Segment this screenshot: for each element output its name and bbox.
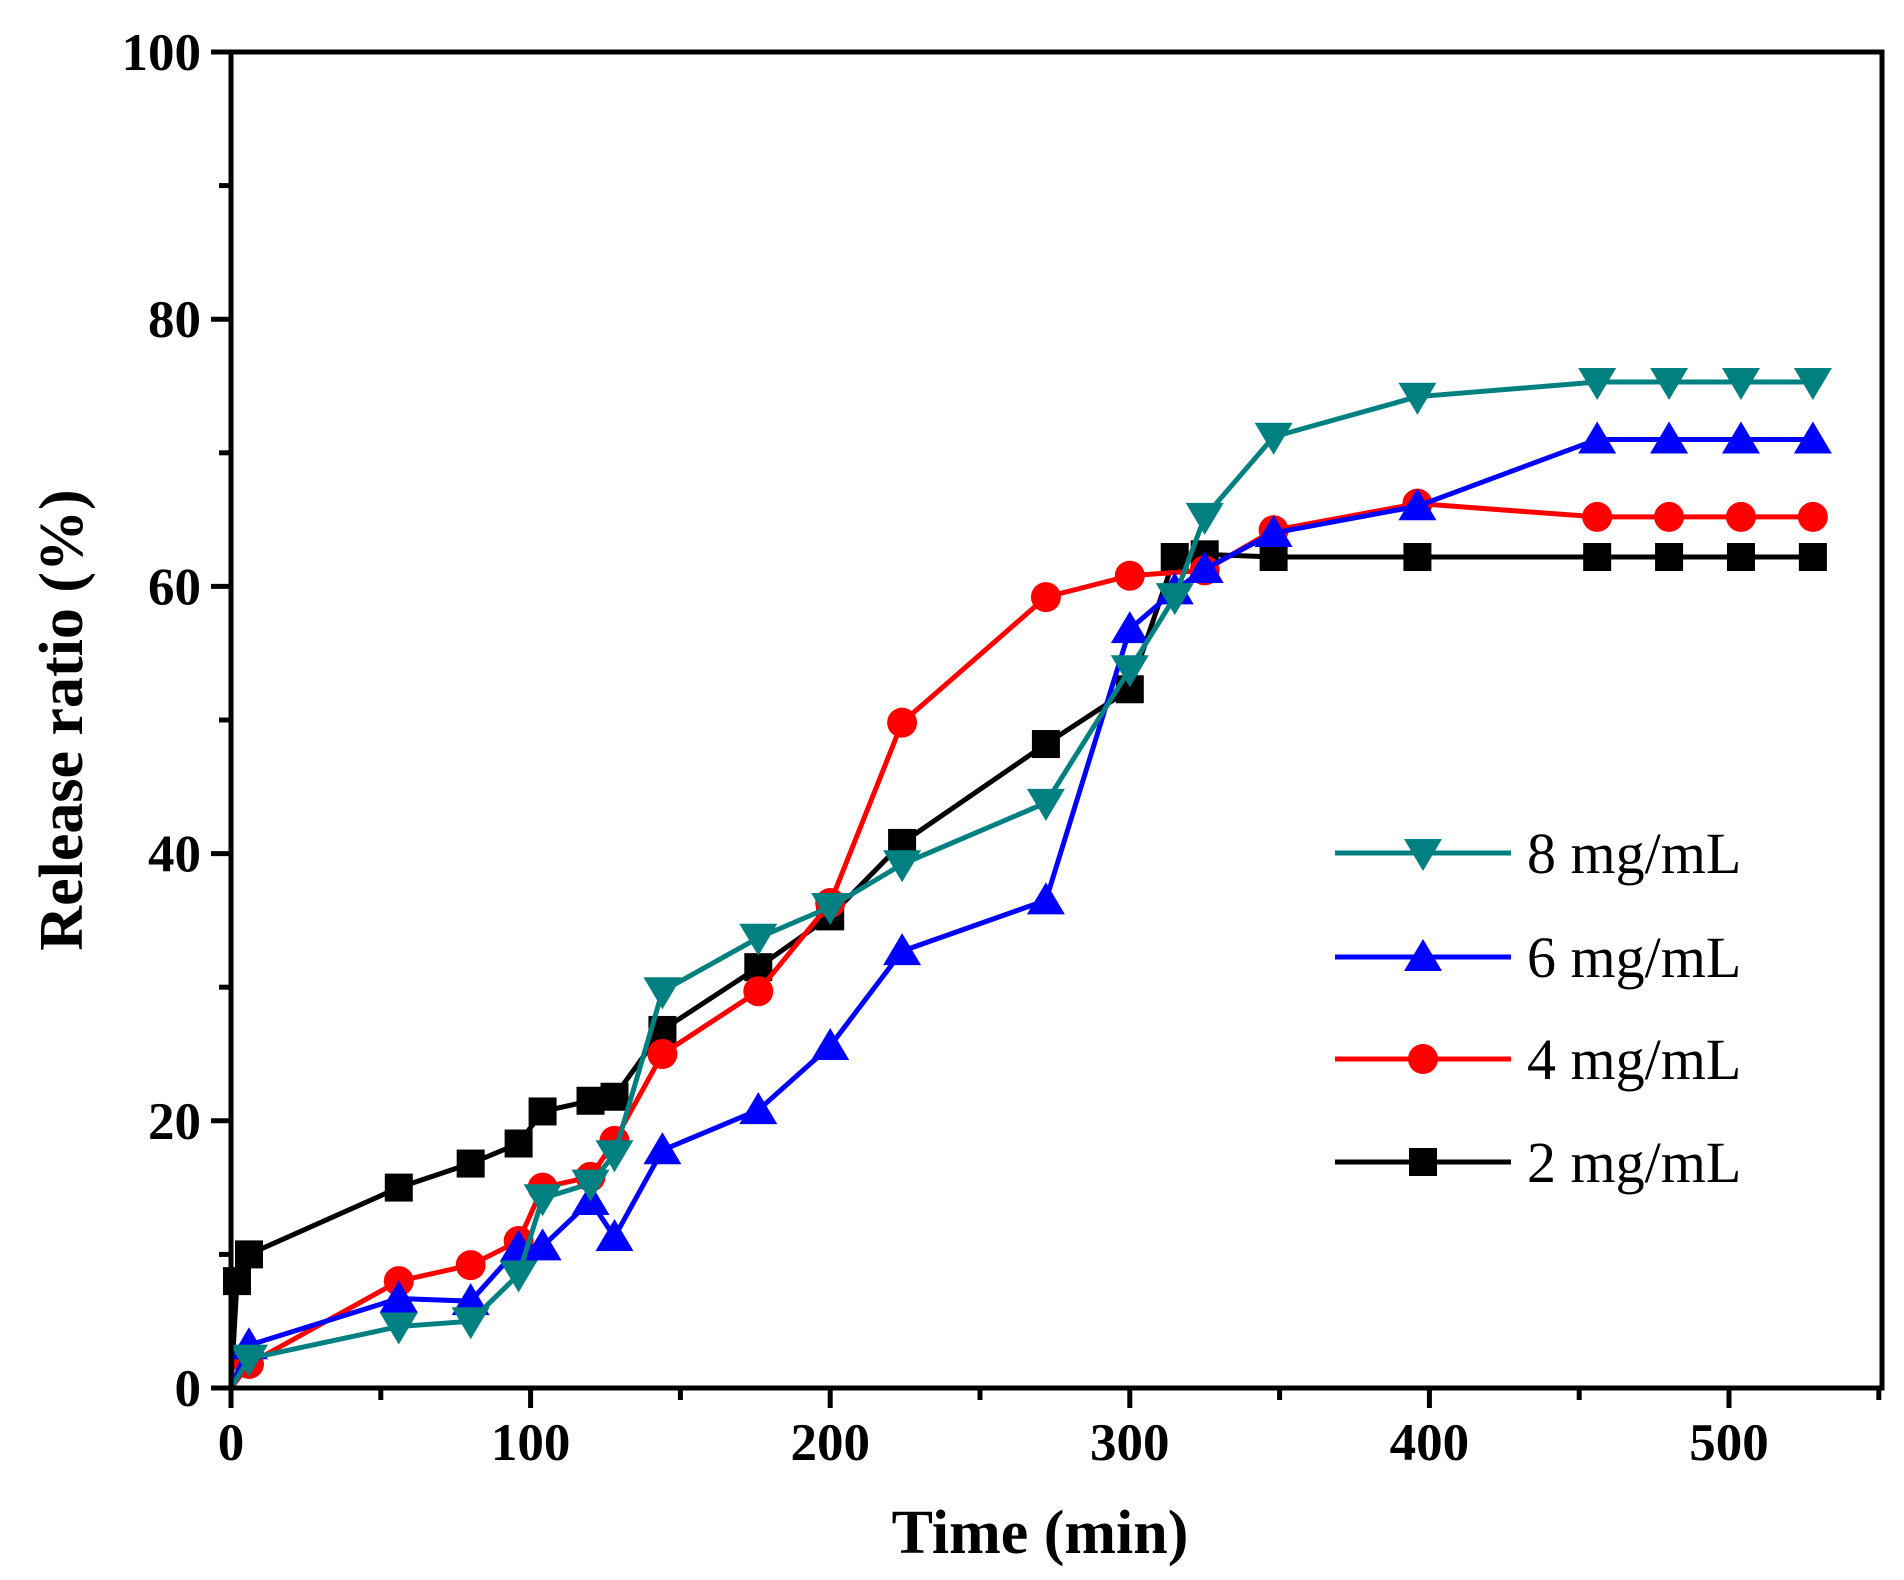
- marker-triangle-up: [1650, 421, 1689, 454]
- marker-triangle-down: [739, 923, 778, 956]
- marker-triangle-up: [1721, 421, 1760, 454]
- marker-triangle-down: [523, 1184, 562, 1217]
- marker-triangle-up: [379, 1280, 418, 1313]
- marker-triangle-down: [379, 1312, 418, 1345]
- marker-triangle-down: [1185, 502, 1224, 535]
- marker-square: [1798, 543, 1827, 572]
- marker-square: [1259, 543, 1288, 572]
- x-tick-label: 0: [218, 1414, 245, 1472]
- marker-triangle-down: [1155, 583, 1194, 616]
- y-tick-label: 80: [148, 291, 201, 349]
- marker-triangle-down: [1110, 655, 1149, 688]
- marker-triangle-down: [883, 850, 922, 883]
- marker-triangle-down: [1650, 367, 1689, 400]
- marker-circle: [743, 976, 774, 1007]
- marker-square: [384, 1173, 413, 1202]
- marker-triangle-up: [451, 1283, 490, 1316]
- series-line: [228, 436, 1813, 1389]
- legend-entry: 8 mg/mL: [1335, 821, 1741, 886]
- series-line: [228, 379, 1813, 1390]
- legend-label: 8 mg/mL: [1527, 821, 1741, 886]
- x-tick-label: 300: [1090, 1414, 1170, 1472]
- marker-circle: [1030, 582, 1061, 613]
- legend-entry: 6 mg/mL: [1335, 925, 1741, 990]
- marker-square: [1726, 543, 1755, 572]
- marker-triangle-up: [1254, 514, 1293, 547]
- marker-triangle-down: [643, 977, 682, 1010]
- marker-triangle-up: [1398, 488, 1437, 521]
- marker-square: [1583, 543, 1612, 572]
- y-tick-label: 0: [175, 1360, 202, 1418]
- marker-circle: [1408, 1044, 1438, 1074]
- marker-triangle-up: [1404, 939, 1442, 971]
- legend-label: 2 mg/mL: [1527, 1130, 1741, 1195]
- marker-triangle-up: [1110, 611, 1149, 644]
- marker-square: [456, 1149, 485, 1178]
- x-tick-label: 400: [1390, 1414, 1470, 1472]
- x-tick-label: 100: [491, 1414, 571, 1472]
- marker-circle: [887, 707, 918, 738]
- y-tick-label: 100: [122, 24, 202, 82]
- marker-square: [528, 1097, 557, 1126]
- marker-triangle-down: [1793, 367, 1832, 400]
- marker-triangle-down: [499, 1260, 538, 1293]
- marker-square: [1403, 543, 1432, 572]
- marker-triangle-down: [1026, 788, 1065, 821]
- marker-square: [1031, 730, 1060, 759]
- marker-triangle-down: [595, 1140, 634, 1173]
- x-axis-title: Time (min): [892, 1499, 1189, 1567]
- legend-label: 4 mg/mL: [1527, 1027, 1741, 1092]
- marker-triangle-up: [811, 1027, 850, 1060]
- marker-triangle-up: [1185, 551, 1224, 584]
- marker-triangle-up: [1578, 421, 1617, 454]
- marker-circle: [1114, 560, 1145, 591]
- legend-entry: 4 mg/mL: [1335, 1027, 1741, 1092]
- series-8-mg-mL: [228, 367, 1832, 1390]
- legend: 8 mg/mL 6 mg/mL 4 mg/mL 2 mg/mL: [1335, 821, 1741, 1195]
- marker-triangle-up: [739, 1092, 778, 1125]
- marker-triangle-up: [883, 933, 922, 966]
- marker-triangle-up: [1793, 421, 1832, 454]
- marker-triangle-up: [523, 1228, 562, 1261]
- marker-triangle-down: [229, 1344, 268, 1377]
- marker-circle: [1654, 501, 1685, 532]
- legend-label: 6 mg/mL: [1527, 925, 1741, 990]
- marker-square: [1409, 1148, 1437, 1176]
- marker-square: [234, 1240, 263, 1269]
- y-tick-label: 60: [148, 558, 201, 616]
- marker-circle: [647, 1039, 678, 1069]
- marker-circle: [1797, 501, 1828, 532]
- marker-circle: [1725, 501, 1756, 532]
- marker-triangle-down: [451, 1307, 490, 1340]
- marker-square: [1655, 543, 1684, 572]
- x-tick-label: 500: [1689, 1414, 1769, 1472]
- marker-triangle-down: [1578, 367, 1617, 400]
- marker-triangle-down: [1254, 422, 1293, 455]
- marker-circle: [455, 1250, 486, 1281]
- marker-triangle-down: [1398, 382, 1437, 415]
- marker-triangle-up: [1026, 882, 1065, 915]
- marker-square: [600, 1082, 629, 1111]
- marker-square: [504, 1129, 533, 1158]
- y-tick-label: 20: [148, 1093, 201, 1151]
- marker-triangle-down: [1404, 839, 1442, 871]
- marker-triangle-down: [811, 893, 850, 926]
- legend-entry: 2 mg/mL: [1335, 1130, 1741, 1195]
- y-tick-label: 40: [148, 826, 201, 884]
- marker-triangle-up: [643, 1132, 682, 1165]
- marker-square: [222, 1267, 251, 1296]
- marker-triangle-down: [1721, 367, 1760, 400]
- marker-square: [576, 1086, 605, 1115]
- marker-triangle-down: [571, 1169, 610, 1202]
- marker-triangle-up: [595, 1219, 634, 1252]
- x-tick-label: 200: [790, 1414, 870, 1472]
- y-axis-title: Release ratio (%): [28, 489, 96, 950]
- marker-circle: [1582, 501, 1613, 532]
